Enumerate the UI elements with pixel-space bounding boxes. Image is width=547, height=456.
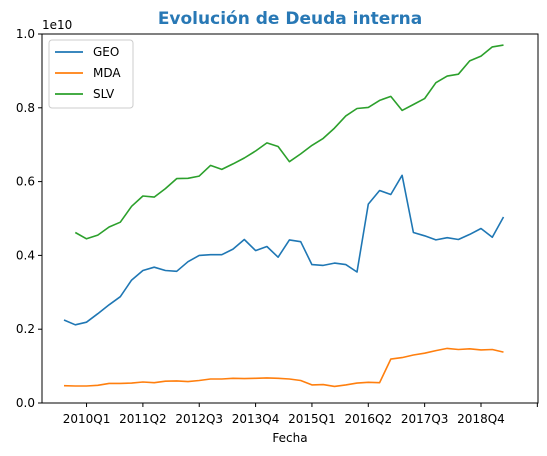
y-tick-label: 0.4 bbox=[16, 248, 35, 262]
y-tick-label: 0.2 bbox=[16, 322, 35, 336]
series-line-mda bbox=[63, 347, 504, 388]
y-tick-label: 0.6 bbox=[16, 175, 35, 189]
legend: GEO MDA SLV bbox=[48, 39, 134, 109]
x-tick-label: 2012Q3 bbox=[175, 412, 223, 426]
x-tick-label: 2013Q4 bbox=[232, 412, 280, 426]
y-tick-label: 0.0 bbox=[16, 396, 35, 410]
x-axis: 2010Q1 2011Q2 2012Q3 2013Q4 2015Q1 2016Q2 2017… bbox=[63, 403, 538, 426]
y-offset-label: 1e10 bbox=[42, 18, 72, 32]
x-tick-label: 2018Q4 bbox=[457, 412, 505, 426]
plot-frame bbox=[41, 33, 539, 404]
y-tick-label: 1.0 bbox=[16, 27, 35, 41]
legend-label-mda: MDA bbox=[93, 66, 121, 80]
legend-label-geo: GEO bbox=[93, 45, 119, 59]
series-line-slv bbox=[74, 44, 504, 240]
x-tick-label: 2011Q2 bbox=[119, 412, 167, 426]
series-line-geo bbox=[63, 174, 505, 326]
x-tick-label: 2016Q2 bbox=[344, 412, 392, 426]
x-axis-label: Fecha bbox=[272, 431, 307, 445]
legend-label-slv: SLV bbox=[93, 87, 115, 101]
x-tick-label: 2010Q1 bbox=[63, 412, 111, 426]
series-layer bbox=[63, 44, 505, 388]
x-tick-label: 2017Q3 bbox=[401, 412, 449, 426]
y-tick-label: 0.8 bbox=[16, 101, 35, 115]
x-tick-label: 2015Q1 bbox=[288, 412, 336, 426]
y-axis: 0.0 0.2 0.4 0.6 0.8 1.0 bbox=[16, 27, 42, 410]
chart-title: Evolución de Deuda interna bbox=[158, 9, 422, 29]
legend-box bbox=[48, 39, 134, 109]
